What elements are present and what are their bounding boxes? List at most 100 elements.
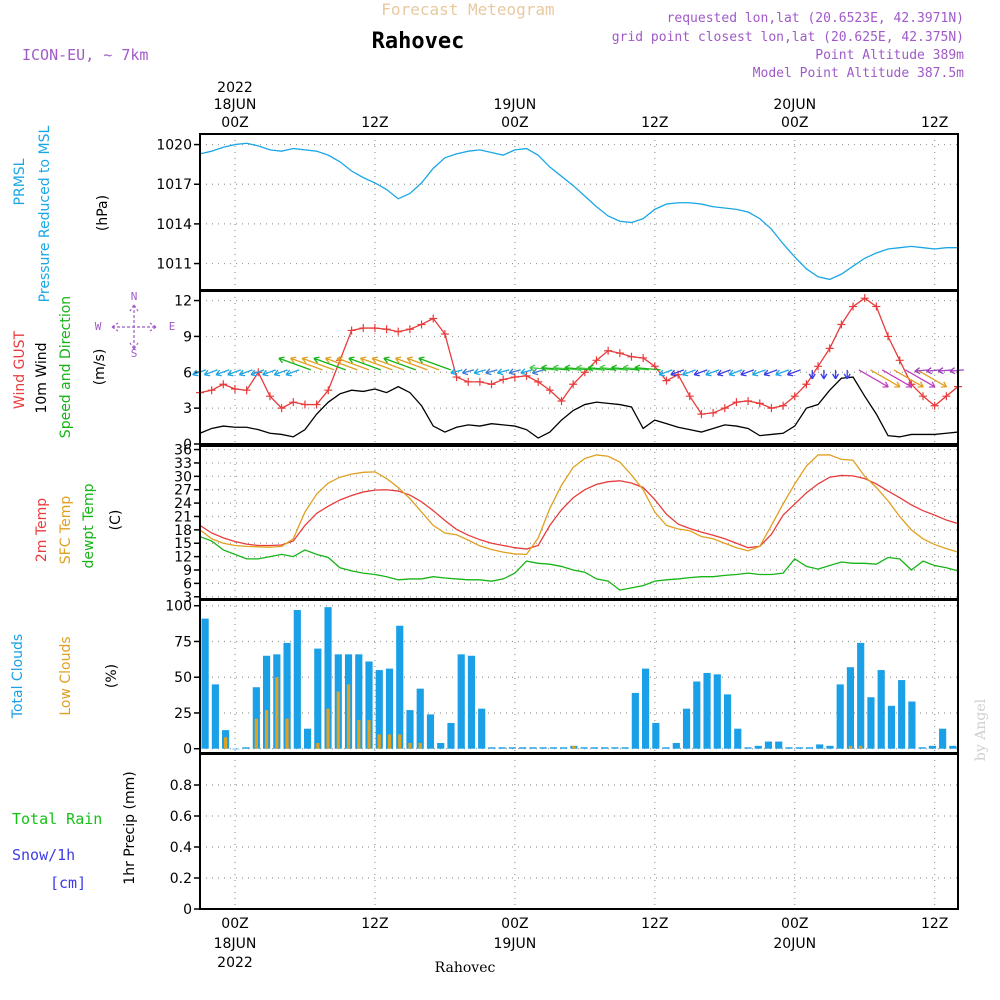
total-cloud-bar bbox=[426, 714, 435, 749]
top-hour-label: 12Z bbox=[641, 115, 668, 131]
bottom-year-label: 2022 bbox=[217, 955, 253, 971]
y-tick-label: 6 bbox=[183, 365, 192, 381]
label-prmsl: PRMSL bbox=[12, 158, 28, 205]
gust-marker bbox=[475, 377, 484, 386]
total-cloud-bar bbox=[467, 655, 476, 749]
total-cloud-bar bbox=[631, 692, 639, 749]
wind-direction-arrow bbox=[751, 369, 766, 377]
total-cloud-bar bbox=[232, 748, 240, 750]
gust-marker bbox=[849, 302, 858, 311]
wind-direction-arrow bbox=[485, 368, 498, 376]
low-cloud-bar bbox=[848, 745, 853, 749]
total-cloud-bar bbox=[877, 670, 885, 749]
gust-marker bbox=[895, 356, 904, 365]
gust-marker bbox=[534, 377, 543, 386]
total-cloud-bar bbox=[560, 747, 568, 749]
total-cloud-bar bbox=[713, 674, 721, 749]
total-cloud-bar bbox=[662, 747, 670, 749]
gust-marker bbox=[860, 294, 869, 303]
wind-direction-arrow bbox=[359, 356, 393, 371]
total-cloud-bar bbox=[918, 747, 926, 749]
gust-marker bbox=[720, 404, 729, 413]
total-cloud-bar bbox=[283, 642, 291, 749]
total-cloud-bar bbox=[928, 745, 936, 749]
total-cloud-bar bbox=[293, 610, 301, 749]
total-cloud-bar bbox=[826, 745, 834, 749]
panel-wind: 0 3 6 9 12 bbox=[174, 290, 964, 453]
label-celsius: (C) bbox=[108, 510, 124, 531]
y-tick-label: 9 bbox=[183, 563, 192, 579]
total-cloud-bar bbox=[723, 694, 732, 749]
wind-direction-arrow bbox=[238, 369, 253, 377]
gust-marker bbox=[557, 396, 566, 405]
label-low-clouds: Low Clouds bbox=[58, 636, 74, 715]
y-tick-label: 100 bbox=[165, 599, 192, 615]
gust-marker bbox=[709, 408, 718, 417]
wind-direction-arrow bbox=[461, 368, 475, 376]
total-cloud-bar bbox=[478, 708, 486, 749]
gust-marker bbox=[639, 353, 648, 362]
total-cloud-bar bbox=[447, 722, 455, 749]
bottom-hour-label: 12Z bbox=[361, 916, 388, 932]
total-cloud-bar bbox=[549, 747, 557, 749]
gust-marker bbox=[767, 404, 776, 413]
low-cloud-bar bbox=[254, 718, 258, 749]
y-tick-label: 25 bbox=[174, 706, 192, 722]
gust-marker bbox=[872, 302, 881, 311]
wind-direction-arrow bbox=[450, 368, 463, 376]
total-cloud-bar bbox=[508, 747, 517, 749]
requested-coords: requested lon,lat (20.6523E, 42.3971N) bbox=[667, 11, 964, 26]
legend-snow: Snow/1h bbox=[12, 846, 75, 864]
gust-marker bbox=[429, 314, 438, 323]
y-tick-label: 1011 bbox=[156, 257, 192, 273]
low-cloud-bar bbox=[326, 708, 330, 749]
total-cloud-bar bbox=[703, 672, 711, 749]
gust-marker bbox=[499, 375, 508, 384]
wind-direction-arrow bbox=[916, 369, 948, 388]
y-tick-label: 12 bbox=[174, 294, 192, 310]
label-speed-direction: Speed and Direction bbox=[58, 296, 74, 438]
gust-marker bbox=[359, 324, 368, 333]
bottom-date-label: 20JUN bbox=[773, 936, 816, 952]
bottom-hour-label: 00Z bbox=[501, 916, 528, 932]
total-cloud-bar bbox=[816, 744, 824, 749]
total-cloud-bar bbox=[324, 607, 332, 749]
wind-direction-arrow bbox=[870, 369, 901, 388]
gust-marker bbox=[569, 380, 578, 389]
total-cloud-bar bbox=[939, 728, 947, 749]
wind-direction-arrow bbox=[285, 369, 300, 377]
total-cloud-bar bbox=[857, 642, 865, 749]
wind-direction-arrow bbox=[301, 356, 335, 371]
gust-marker bbox=[277, 404, 286, 413]
low-cloud-bar bbox=[346, 684, 351, 749]
total-cloud-bar bbox=[898, 680, 906, 749]
wind-direction-arrow bbox=[278, 356, 312, 371]
gust-marker bbox=[884, 332, 893, 341]
series-10m-wind bbox=[199, 376, 959, 439]
low-cloud-bar bbox=[367, 720, 371, 749]
model-name: ICON-EU, ~ 7km bbox=[22, 46, 148, 64]
total-cloud-bar bbox=[744, 747, 752, 749]
wind-direction-arrow bbox=[740, 369, 755, 377]
low-cloud-bar bbox=[387, 734, 392, 749]
total-cloud-bar bbox=[775, 741, 783, 749]
gust-marker bbox=[394, 327, 403, 336]
low-cloud-bar bbox=[223, 737, 228, 749]
low-cloud-bar bbox=[377, 734, 381, 749]
y-tick-label: 75 bbox=[174, 634, 192, 650]
legend-snow-unit: [cm] bbox=[50, 874, 86, 892]
y-tick-label: 9 bbox=[183, 329, 192, 345]
gust-marker bbox=[405, 325, 414, 334]
total-cloud-bar bbox=[303, 728, 312, 749]
gust-marker bbox=[464, 377, 473, 386]
low-cloud-bar bbox=[264, 710, 269, 749]
series-dewpt-temp bbox=[199, 535, 959, 591]
wind-direction-arrow bbox=[520, 368, 533, 376]
wind-direction-arrow bbox=[394, 356, 428, 371]
total-cloud-bar bbox=[365, 661, 373, 749]
total-cloud-bar bbox=[262, 655, 271, 749]
total-cloud-bar bbox=[795, 747, 803, 749]
wind-direction-arrow bbox=[937, 367, 953, 375]
y-tick-label: 6 bbox=[183, 576, 192, 592]
